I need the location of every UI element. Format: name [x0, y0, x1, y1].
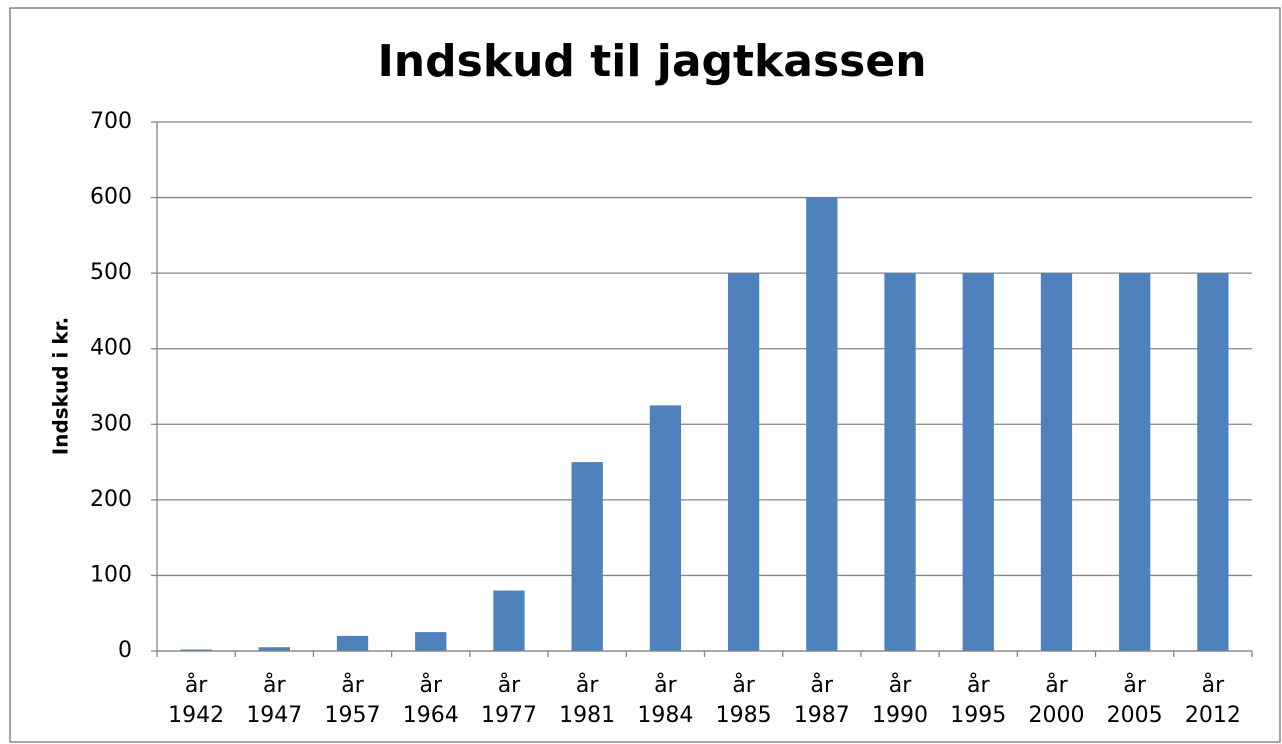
x-tick-label: år 1985: [715, 673, 772, 728]
x-tick-label: år 1947: [246, 673, 303, 728]
bar: [1197, 273, 1229, 651]
bar: [806, 197, 838, 652]
y-axis-label: Indskud i kr.: [49, 317, 73, 455]
bar: [493, 590, 525, 651]
bar: [962, 273, 994, 651]
y-tick-label: 0: [118, 638, 132, 663]
x-tick-label: år 1964: [402, 673, 459, 728]
y-tick-label: 100: [90, 562, 132, 587]
y-tick-label: 600: [90, 185, 132, 210]
bar: [1040, 273, 1073, 651]
x-tick-label: år 2005: [1106, 673, 1163, 728]
x-tick-label: år 1984: [637, 673, 694, 728]
chart-border: [9, 7, 1281, 743]
x-tick-label: år 2000: [1028, 673, 1085, 728]
x-tick-label: år 1990: [872, 673, 929, 728]
x-tick-label: år 1981: [559, 673, 616, 728]
x-tick-label: år 1942: [168, 673, 225, 728]
y-tick-label: 400: [90, 336, 132, 361]
y-tick-label: 200: [90, 487, 132, 512]
bar: [649, 405, 682, 651]
bar: [415, 632, 447, 651]
x-tick-label: år 1977: [480, 673, 537, 728]
bar: [180, 649, 212, 651]
chart-title: Indskud til jagtkassen: [377, 36, 926, 87]
x-tick-label: år 1957: [324, 673, 381, 728]
y-tick-label: 300: [90, 411, 132, 436]
x-tick-label: år 1987: [793, 673, 850, 728]
bar: [884, 273, 916, 651]
bar: [1119, 273, 1151, 651]
bar: [336, 635, 369, 651]
bar: [258, 647, 290, 651]
bar: [727, 273, 760, 651]
y-tick-label: 500: [90, 260, 132, 285]
x-tick-label: år 2012: [1184, 673, 1241, 728]
y-tick-label: 700: [90, 109, 132, 134]
bar: [571, 462, 603, 651]
x-tick-label: år 1995: [950, 673, 1007, 728]
